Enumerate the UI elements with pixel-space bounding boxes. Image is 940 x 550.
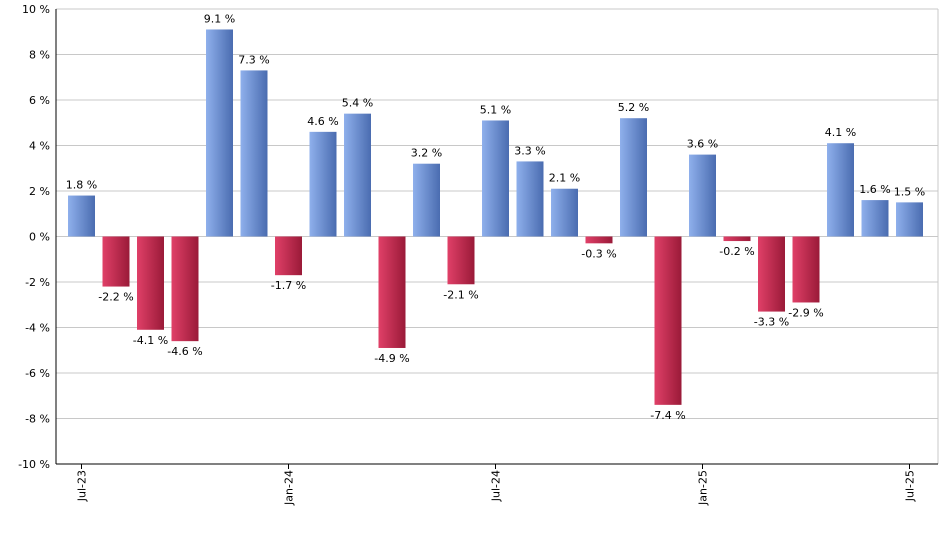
data-label: 3.2 % bbox=[411, 147, 442, 160]
x-tick-label: Jan-25 bbox=[697, 470, 710, 506]
y-tick-label: -4 % bbox=[25, 322, 50, 335]
y-tick-label: -8 % bbox=[25, 413, 50, 426]
y-tick-label: -6 % bbox=[25, 367, 50, 380]
y-tick-label: 10 % bbox=[22, 3, 50, 16]
y-tick-label: 0 % bbox=[29, 231, 50, 244]
bar-Jan-24 bbox=[275, 236, 302, 276]
y-tick-label: -2 % bbox=[25, 276, 50, 289]
data-label: 5.4 % bbox=[342, 97, 373, 110]
data-label: 1.8 % bbox=[66, 179, 97, 192]
bar-Oct-24 bbox=[585, 236, 613, 244]
bar-Dec-23 bbox=[240, 70, 268, 237]
data-label: -2.9 % bbox=[788, 306, 823, 319]
bars bbox=[68, 29, 923, 405]
x-tick-label: Jan-24 bbox=[283, 470, 296, 506]
x-tick-label: Jul-24 bbox=[490, 470, 503, 502]
bar-May-24 bbox=[413, 163, 440, 237]
data-label: 4.6 % bbox=[307, 115, 338, 128]
bar-Jul-23 bbox=[68, 195, 95, 237]
bar-Oct-23 bbox=[171, 236, 199, 342]
bar-Mar-25 bbox=[758, 236, 785, 312]
y-tick-label: 6 % bbox=[29, 94, 50, 107]
data-label: 1.5 % bbox=[894, 185, 925, 198]
x-tick-label: Jul-25 bbox=[904, 470, 917, 502]
bar-Jul-24 bbox=[482, 120, 509, 237]
axes: 10 % 8 % 6 % 4 % 2 % 0 % -2 % -4 % -6 % -8 % -10 %… bbox=[18, 3, 939, 506]
bar-Jun-24 bbox=[447, 236, 475, 285]
y-tick-label: -10 % bbox=[18, 458, 50, 471]
data-label: -4.9 % bbox=[374, 352, 409, 365]
bar-Jan-25 bbox=[689, 154, 716, 237]
bar-Jul-25 bbox=[896, 202, 923, 237]
data-label: 9.1 % bbox=[204, 12, 235, 25]
bar-May-25 bbox=[827, 143, 854, 237]
x-tick-label: Jul-23 bbox=[76, 470, 89, 502]
data-label: -1.7 % bbox=[271, 279, 306, 292]
data-label: 3.3 % bbox=[514, 144, 545, 157]
data-label: -3.3 % bbox=[754, 316, 789, 329]
bar-Dec-24 bbox=[654, 236, 682, 405]
bar-Feb-25 bbox=[723, 236, 751, 242]
bar-Apr-24 bbox=[378, 236, 406, 348]
data-label: -4.6 % bbox=[167, 345, 202, 358]
y-tick-label: 2 % bbox=[29, 185, 50, 198]
data-label: 5.2 % bbox=[618, 101, 649, 114]
data-label: -4.1 % bbox=[133, 334, 168, 347]
y-tick-label: 4 % bbox=[29, 140, 50, 153]
bar-Jun-25 bbox=[861, 200, 889, 237]
data-label: -7.4 % bbox=[650, 409, 685, 422]
bar-Sep-23 bbox=[137, 236, 164, 330]
data-labels: 1.8 % -2.2 % -4.1 %-4.6 % 9.1 % 7.3 % -1.7 % 4… bbox=[66, 12, 925, 421]
data-label: 2.1 % bbox=[549, 172, 580, 185]
bar-Nov-24 bbox=[620, 118, 647, 237]
data-label: -0.3 % bbox=[581, 247, 616, 260]
bar-Aug-23 bbox=[102, 236, 130, 287]
bar-Apr-25 bbox=[792, 236, 820, 303]
data-label: -2.2 % bbox=[98, 291, 133, 304]
data-label: 5.1 % bbox=[480, 103, 511, 116]
data-label: 7.3 % bbox=[238, 53, 269, 66]
y-tick-label: 8 % bbox=[29, 49, 50, 62]
bar-Mar-24 bbox=[344, 113, 371, 237]
data-label: 4.1 % bbox=[825, 126, 856, 139]
data-label: 3.6 % bbox=[687, 138, 718, 151]
bar-Aug-24 bbox=[516, 161, 544, 237]
bar-Feb-24 bbox=[309, 131, 337, 237]
bar-Sep-24 bbox=[551, 188, 578, 237]
bar-Nov-23 bbox=[206, 29, 233, 237]
data-label: -0.2 % bbox=[719, 245, 754, 258]
data-label: -2.1 % bbox=[443, 288, 478, 301]
data-label: 1.6 % bbox=[859, 183, 890, 196]
